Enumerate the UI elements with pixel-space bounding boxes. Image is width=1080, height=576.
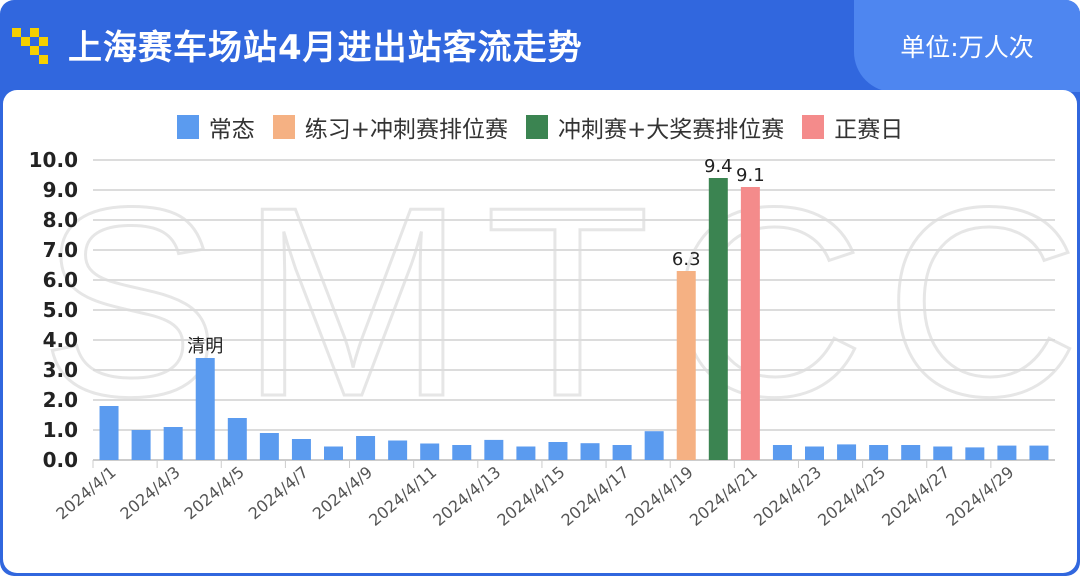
legend-item: 冲刺赛+大奖赛排位赛: [526, 110, 784, 144]
y-tick-label: 6.0: [43, 268, 78, 292]
bar: [548, 442, 568, 460]
chart-panel: [3, 90, 1077, 573]
bar: [388, 440, 408, 460]
bar: [163, 427, 183, 460]
x-tick-label: 2024/4/17: [558, 463, 633, 530]
logo-icon: [12, 28, 48, 64]
y-tick-label: 3.0: [43, 358, 78, 382]
bar: [997, 445, 1017, 460]
bar: [933, 446, 953, 460]
legend-label: 练习+冲刺赛排位赛: [304, 117, 508, 143]
x-tick-label: 2024/4/27: [878, 463, 953, 530]
x-tick-label: 2024/4/7: [245, 463, 312, 524]
legend-swatch: [176, 115, 199, 139]
bar: [291, 439, 311, 460]
bar: [484, 439, 504, 460]
bar: [131, 430, 151, 460]
chart-title: 上海赛车场站4月进出站客流走势: [68, 28, 583, 68]
legend-label: 正赛日: [834, 117, 904, 143]
x-tick-label: 2024/4/21: [686, 463, 761, 530]
data-label: 清明: [187, 336, 223, 357]
y-tick-label: 1.0: [43, 418, 78, 442]
bar: [516, 446, 536, 460]
y-tick-label: 5.0: [43, 298, 78, 322]
y-tick-label: 7.0: [43, 238, 78, 262]
legend-item: 练习+冲刺赛排位赛: [272, 110, 508, 144]
y-tick-label: 0.0: [43, 448, 78, 472]
bar: [676, 271, 696, 460]
legend: 常态 练习+冲刺赛排位赛 冲刺赛+大奖赛排位赛 正赛日: [0, 110, 1080, 144]
x-tick-label: 2024/4/3: [116, 463, 183, 524]
y-tick-label: 10.0: [29, 148, 78, 172]
legend-swatch: [272, 115, 295, 139]
legend-swatch: [802, 115, 825, 139]
data-label: 9.1: [736, 165, 765, 186]
bar: [837, 444, 857, 460]
bar: [708, 178, 728, 460]
bar: [612, 445, 632, 460]
x-tick-label: 2024/4/29: [942, 463, 1017, 530]
x-tick-label: 2024/4/19: [622, 463, 697, 530]
bar: [259, 433, 279, 460]
legend-item: 正赛日: [802, 110, 903, 144]
data-label: 6.3: [672, 249, 701, 270]
bar: [324, 446, 343, 460]
y-tick-label: 4.0: [43, 328, 78, 352]
bar: [772, 445, 792, 460]
x-tick-label: 2024/4/23: [750, 463, 825, 530]
data-label: 9.4: [704, 156, 733, 177]
y-tick-label: 9.0: [43, 178, 78, 202]
x-tick-label: 2024/4/11: [365, 463, 440, 530]
x-tick-label: 2024/4/5: [181, 463, 248, 524]
bar: [452, 445, 472, 460]
x-tick-label: 2024/4/13: [429, 463, 504, 530]
bar: [869, 445, 889, 460]
bar: [195, 358, 215, 460]
bar: [644, 431, 664, 460]
x-tick-label: 2024/4/15: [493, 463, 568, 530]
bar: [965, 447, 985, 460]
bar: [901, 445, 921, 460]
y-tick-label: 2.0: [43, 388, 78, 412]
bar: [580, 443, 600, 460]
y-tick-label: 8.0: [43, 208, 78, 232]
x-tick-label: 2024/4/25: [814, 463, 889, 530]
bar: [356, 436, 376, 460]
bar: [1029, 445, 1049, 460]
bar: [420, 443, 440, 460]
unit-label: 单位:万人次: [854, 0, 1080, 92]
legend-label: 冲刺赛+大奖赛排位赛: [558, 117, 785, 143]
legend-label: 常态: [208, 117, 255, 143]
legend-swatch: [526, 115, 548, 139]
legend-item: 常态: [176, 110, 255, 144]
bar: [740, 187, 760, 460]
bar: [227, 418, 247, 460]
bar: [805, 446, 824, 460]
bar: [99, 406, 119, 460]
